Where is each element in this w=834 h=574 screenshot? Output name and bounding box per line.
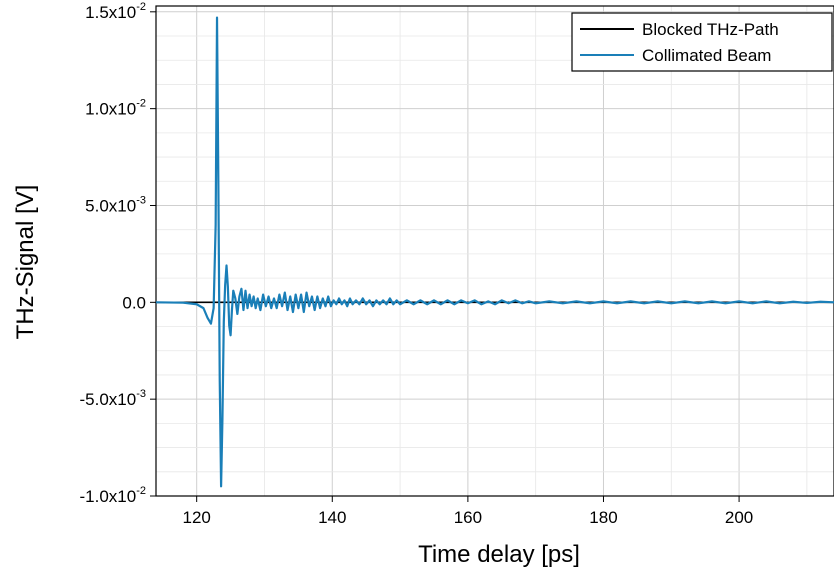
y-tick-label: 1.0x10-2 — [85, 98, 146, 119]
y-axis-title: THz-Signal [V] — [12, 185, 39, 340]
x-tick-label: 140 — [318, 508, 346, 527]
legend-label-blocked: Blocked THz-Path — [642, 20, 779, 39]
y-tick-label: 1.5x10-2 — [85, 1, 146, 22]
legend-box — [571, 12, 833, 72]
x-tick-label: 200 — [725, 508, 753, 527]
legend: Blocked THz-Path Collimated Beam — [571, 12, 833, 72]
grid — [156, 6, 834, 497]
legend-label-collimated: Collimated Beam — [642, 46, 771, 65]
y-tick-label: -5.0x10-3 — [80, 388, 146, 409]
series-layer — [155, 16, 834, 488]
y-axis: 1.5x10-2 1.0x10-2 5.0x10-3 0.0 -5.0x10-3 -1.0… — [80, 1, 156, 506]
y-tick-label: -1.0x10-2 — [80, 485, 146, 506]
x-tick-label: 160 — [454, 508, 482, 527]
series-line-collimated-beam — [155, 16, 834, 488]
plot-frame — [155, 5, 834, 497]
y-tick-label: 5.0x10-3 — [85, 194, 146, 215]
x-tick-label: 180 — [589, 508, 617, 527]
x-tick-label: 120 — [182, 508, 210, 527]
x-axis: 120 140 160 180 200 — [182, 496, 753, 527]
x-axis-title: Time delay [ps] — [418, 541, 580, 568]
y-tick-label: 0.0 — [122, 293, 146, 312]
